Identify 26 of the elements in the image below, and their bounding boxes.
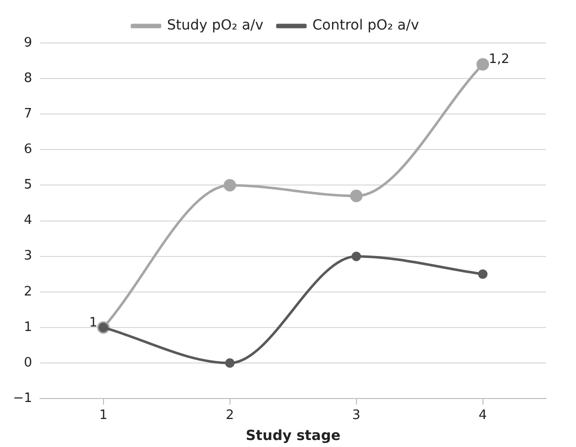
annotation: 1 — [89, 315, 98, 330]
y-tick-label: 6 — [24, 142, 32, 158]
y-tick-label: 4 — [24, 213, 32, 228]
y-tick-label: 9 — [24, 35, 32, 50]
point — [224, 178, 236, 192]
y-tick-label: 2 — [24, 284, 32, 300]
y-tick-label: 3 — [24, 248, 32, 264]
y-tick-label: 7 — [24, 106, 32, 122]
x-axis-title: Study stage — [246, 428, 340, 444]
y-tick-label: 5 — [24, 178, 32, 193]
x-tick-label: 1 — [99, 408, 108, 423]
y-tick-label: 8 — [24, 70, 32, 86]
legend-label: Study pO₂ a/v — [166, 18, 264, 34]
y-tick-label: 0 — [24, 355, 32, 370]
legend-label: Control pO₂ a/v — [312, 18, 420, 34]
x-tick-label: 2 — [226, 408, 234, 423]
y-tick-label: −1 — [12, 390, 32, 406]
x-tick-label: 4 — [478, 408, 487, 423]
point — [225, 358, 235, 368]
point — [478, 269, 488, 279]
x-tick-label: 3 — [352, 408, 360, 423]
point — [350, 190, 363, 202]
point — [352, 252, 362, 262]
point — [476, 58, 490, 71]
annotation: 1,2 — [488, 52, 510, 68]
y-tick-label: 1 — [24, 320, 32, 335]
